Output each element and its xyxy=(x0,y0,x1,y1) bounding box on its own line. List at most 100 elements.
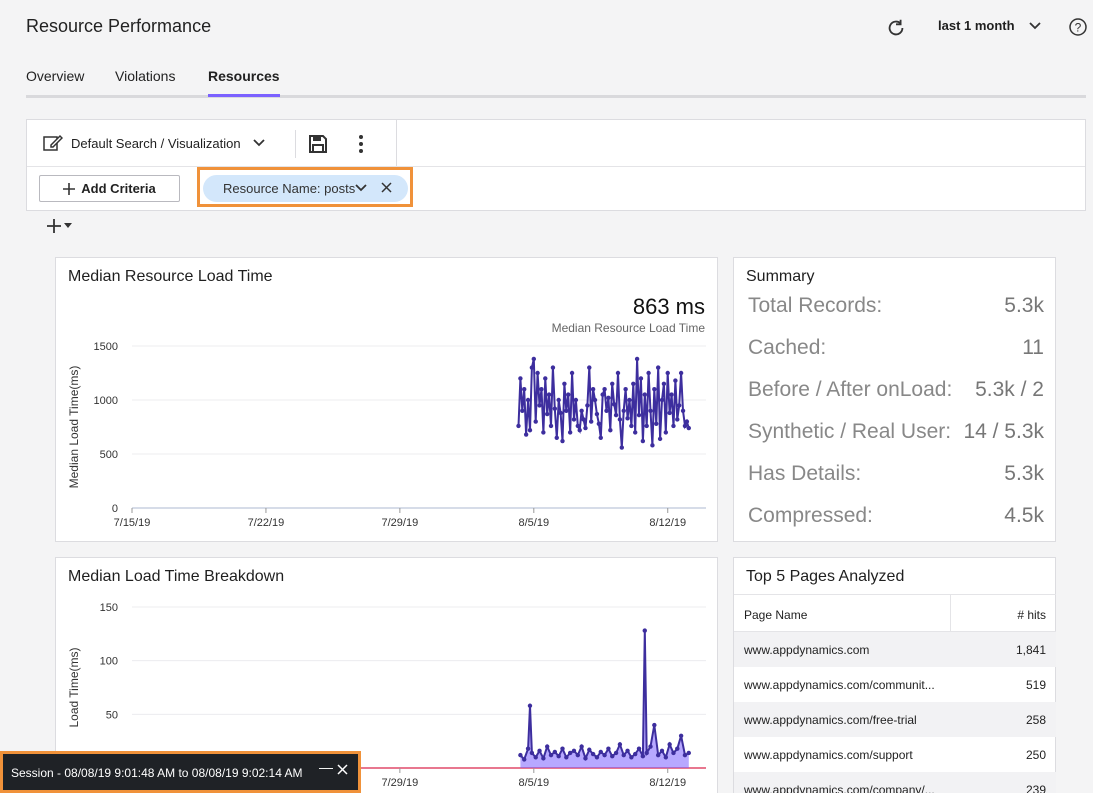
table-row[interactable]: www.appdynamics.com/free-trial 258 xyxy=(734,702,1056,737)
data-point xyxy=(678,370,684,376)
load-time-breakdown-chart: 50 100 150 7/29/19 8/5/19 8/12/19 Load Time(ms… xyxy=(67,602,706,789)
edit-icon xyxy=(43,134,63,151)
data-point xyxy=(669,392,674,397)
data-point xyxy=(644,750,649,756)
page-name-cell: www.appdynamics.com/communit... xyxy=(744,678,935,692)
plus-icon xyxy=(63,182,76,195)
page-title: Resource Performance xyxy=(26,16,212,36)
summary-label: Cached: xyxy=(748,336,827,359)
summary-panel: Summary Total Records: 5.3k Cached: 11 Bef… xyxy=(733,257,1056,542)
data-point xyxy=(516,423,521,429)
data-point xyxy=(684,419,690,424)
series-line xyxy=(519,630,690,762)
data-point xyxy=(673,378,678,383)
chevron-down-icon xyxy=(1028,21,1041,29)
y-axis-label: Load Time(ms) xyxy=(67,647,81,727)
data-point xyxy=(682,752,688,758)
x-tick-label: 8/12/19 xyxy=(649,777,686,789)
close-icon[interactable] xyxy=(381,182,392,193)
data-point xyxy=(589,419,594,424)
data-point xyxy=(623,387,628,392)
filter-chip[interactable]: Resource Name: posts xyxy=(203,175,408,202)
data-point xyxy=(537,403,542,408)
add-widget-dropdown[interactable] xyxy=(46,218,72,234)
data-point xyxy=(525,397,531,403)
median-load-time-panel: Median Resource Load Time 863 ms Median … xyxy=(55,257,718,542)
table-row[interactable]: www.appdynamics.com 1,841 xyxy=(734,632,1056,667)
table-row[interactable]: www.appdynamics.com/communit... 519 xyxy=(734,667,1056,702)
data-point xyxy=(573,397,579,403)
tab-resources[interactable]: Resources xyxy=(208,68,280,97)
data-point xyxy=(617,742,623,747)
filter-chip-label: Resource Name: posts xyxy=(223,181,356,196)
data-point xyxy=(602,387,607,392)
page-name-cell: www.appdynamics.com/company/... xyxy=(744,783,935,793)
data-point xyxy=(659,397,665,403)
x-tick-label: 7/29/19 xyxy=(382,517,419,529)
data-point xyxy=(529,365,535,370)
data-point xyxy=(558,410,563,416)
x-tick-label: 8/12/19 xyxy=(649,517,686,529)
x-tick-label: 8/5/19 xyxy=(519,517,550,529)
hits-cell: 519 xyxy=(1025,678,1046,692)
add-criteria-label: Add Criteria xyxy=(81,181,156,196)
page-name-cell: www.appdynamics.com xyxy=(744,643,870,657)
data-point xyxy=(655,752,661,758)
data-point xyxy=(640,753,646,759)
data-point xyxy=(575,423,581,429)
search-visualization-label: Default Search / Visualization xyxy=(71,135,241,151)
data-point xyxy=(529,750,535,756)
data-point xyxy=(629,755,634,760)
toolbar-controls: Default Search / Visualization xyxy=(27,120,397,166)
data-point xyxy=(571,417,577,422)
data-point xyxy=(671,423,676,429)
data-point xyxy=(566,392,571,397)
table-row[interactable]: www.appdynamics.com/support 250 xyxy=(734,737,1056,772)
x-tick-label: 7/22/19 xyxy=(248,517,285,529)
page-name-cell: www.appdynamics.com/support xyxy=(744,748,913,762)
session-bar: Session - 08/08/19 9:01:48 AM to 08/08/1… xyxy=(0,751,361,793)
time-range-select[interactable]: last 1 month xyxy=(938,18,1041,33)
summary-row: Synthetic / Real User: 14 / 5.3k xyxy=(748,420,1044,444)
data-point xyxy=(634,356,640,362)
tab-overview[interactable]: Overview xyxy=(26,68,85,84)
summary-row: Cached: 11 xyxy=(748,336,1044,360)
save-icon[interactable] xyxy=(307,133,329,160)
panel-title: Median Resource Load Time xyxy=(68,268,273,285)
data-point xyxy=(686,425,691,431)
series-line xyxy=(517,358,690,448)
data-point xyxy=(650,443,655,448)
tab-violations[interactable]: Violations xyxy=(115,68,176,84)
more-vertical-icon[interactable] xyxy=(353,134,369,159)
chevron-down-icon[interactable] xyxy=(355,182,367,194)
search-visualization-select[interactable]: Default Search / Visualization xyxy=(43,134,265,152)
summary-value: 5.3k / 2 xyxy=(975,378,1044,401)
minimize-icon[interactable]: — xyxy=(319,759,333,775)
data-point xyxy=(518,376,523,381)
close-icon[interactable] xyxy=(337,764,348,775)
data-point xyxy=(613,750,619,756)
median-load-time-chart: 0 500 1000 1500 7/15/19 7/22/19 7/29/19 8/5/19 8… xyxy=(67,341,706,529)
help-icon[interactable]: ? xyxy=(1068,17,1088,37)
data-point xyxy=(522,387,527,392)
data-point xyxy=(575,752,581,758)
add-criteria-button[interactable]: Add Criteria xyxy=(39,175,180,202)
table-row[interactable]: www.appdynamics.com/company/... 239 xyxy=(734,772,1056,793)
data-point xyxy=(677,403,682,408)
column-header-page[interactable]: Page Name xyxy=(744,608,808,622)
summary-value: 5.3k xyxy=(1004,294,1044,317)
column-header-hits[interactable]: # hits xyxy=(1017,608,1046,622)
hits-cell: 250 xyxy=(1025,748,1046,762)
page-header: Resource Performance last 1 month ? xyxy=(0,0,1093,98)
data-point xyxy=(661,381,667,386)
data-point xyxy=(608,428,613,433)
refresh-icon[interactable] xyxy=(884,16,908,40)
data-point xyxy=(581,417,586,422)
data-point xyxy=(556,753,561,759)
data-point xyxy=(527,703,533,708)
data-point xyxy=(560,438,565,444)
data-point xyxy=(523,432,529,437)
data-point xyxy=(583,756,588,761)
data-point xyxy=(629,423,634,429)
data-point xyxy=(625,748,630,754)
